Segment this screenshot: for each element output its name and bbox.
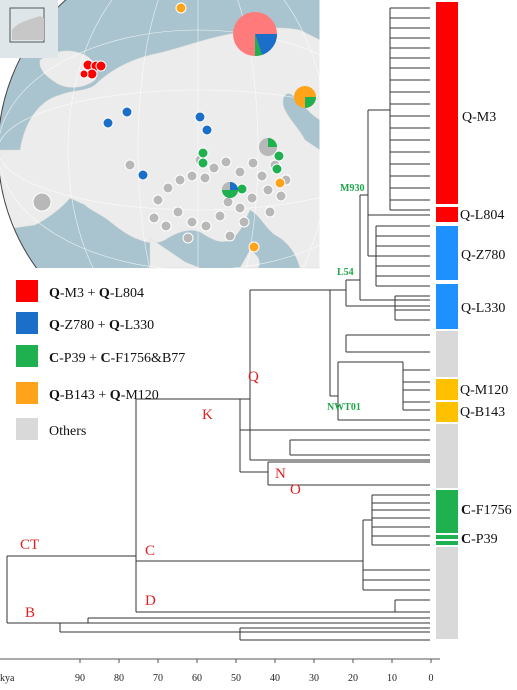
others-dots <box>32 154 292 244</box>
axis-tick-label: 40 <box>270 673 280 684</box>
phylogenetic-tree <box>6 7 430 641</box>
legend-item-green: C-P39 + C-F1756&B77 <box>16 345 185 367</box>
legend-swatch-green <box>16 345 38 367</box>
q-z780-l330-dots <box>102 106 213 181</box>
bar-c-f1756 <box>436 490 458 533</box>
axis-tick-label: 50 <box>231 673 241 684</box>
clade-bars <box>436 2 458 639</box>
node-label-q: Q <box>248 369 259 385</box>
legend-swatch-orange <box>16 382 38 404</box>
pie-kamchatka <box>294 86 316 108</box>
axis-ticks: 90 80 70 60 50 40 30 20 10 0 <box>75 659 434 684</box>
axis-tick-label: 30 <box>309 673 319 684</box>
legend-label-others: Others <box>49 424 86 439</box>
label-q-l804: Q-L804 <box>460 208 504 223</box>
c-p39-f1756-dots <box>197 147 285 195</box>
pie-amur <box>259 138 277 156</box>
label-q-m3: Q-M3 <box>462 110 496 125</box>
legend-swatch-blue <box>16 312 38 334</box>
legend: Q-M3 + Q-L804 Q-Z780 + Q-L330 C-P39 + C-… <box>16 280 185 440</box>
bar-q-m3 <box>436 2 458 204</box>
legend-label-blue: Q-Z780 + Q-L330 <box>49 318 154 333</box>
legend-label-orange: Q-B143 + Q-M120 <box>49 388 159 403</box>
clade-labels: Q-M3 Q-L804 Q-Z780 Q-L330 Q-M120 Q-B143 … <box>460 110 512 547</box>
node-label-c: C <box>145 543 155 559</box>
label-c-f1756: C-F1756 <box>461 503 512 518</box>
axis-tick-label: 70 <box>153 673 163 684</box>
locator-globe <box>0 0 58 58</box>
node-label-nwt01: NWT01 <box>327 402 361 413</box>
bar-others-2 <box>436 424 458 488</box>
label-q-z780: Q-Z780 <box>461 248 505 263</box>
legend-item-orange: Q-B143 + Q-M120 <box>16 382 159 404</box>
graticule <box>0 0 398 350</box>
label-q-m120: Q-M120 <box>460 383 508 398</box>
axis-tick-label: 10 <box>387 673 397 684</box>
legend-label-red: Q-M3 + Q-L804 <box>49 286 144 301</box>
snp-node-labels: M930 L54 NWT01 <box>327 183 364 413</box>
axis-tick-label: 20 <box>348 673 358 684</box>
node-label-o: O <box>290 482 301 498</box>
legend-item-blue: Q-Z780 + Q-L330 <box>16 312 154 334</box>
node-label-k: K <box>202 407 213 423</box>
legend-swatch-others <box>16 418 38 440</box>
bar-q-l330 <box>436 284 458 329</box>
q-m3-l804-dots <box>79 59 107 80</box>
legend-swatch-red <box>16 280 38 302</box>
axis-tick-label: 90 <box>75 673 85 684</box>
bar-q-m120 <box>436 379 458 400</box>
label-q-b143: Q-B143 <box>460 405 505 420</box>
bar-c-p39-b <box>436 541 458 545</box>
axis-tick-label: 60 <box>192 673 202 684</box>
bar-others-1 <box>436 331 458 377</box>
legend-item-others: Others <box>16 418 86 440</box>
node-label-ct: CT <box>20 537 39 553</box>
bar-q-z780 <box>436 226 458 280</box>
node-label-m930: M930 <box>340 183 364 194</box>
q-b143-m120-dots <box>175 2 286 253</box>
pie-central <box>222 182 238 198</box>
legend-label-green: C-P39 + C-F1756&B77 <box>49 351 185 366</box>
node-label-n: N <box>275 466 286 482</box>
haplogroup-node-labels: Q K N O CT C D B <box>20 369 301 621</box>
axis-tick-label: 80 <box>114 673 124 684</box>
axis-tick-label: 0 <box>429 673 434 684</box>
bar-others-3 <box>436 547 458 639</box>
node-label-d: D <box>145 593 156 609</box>
map-inset <box>0 0 398 350</box>
label-c-p39: C-P39 <box>461 532 498 547</box>
legend-item-red: Q-M3 + Q-L804 <box>16 280 144 302</box>
node-label-b: B <box>25 605 35 621</box>
label-q-l330: Q-L330 <box>461 301 505 316</box>
bar-q-l804 <box>436 207 458 222</box>
time-axis: 90 80 70 60 50 40 30 20 10 0 kya <box>0 658 440 684</box>
bar-q-b143 <box>436 402 458 422</box>
node-label-l54: L54 <box>337 267 354 278</box>
axis-unit-label: kya <box>0 673 15 684</box>
bar-c-p39-a <box>436 535 458 539</box>
pie-chukotka <box>233 12 278 57</box>
